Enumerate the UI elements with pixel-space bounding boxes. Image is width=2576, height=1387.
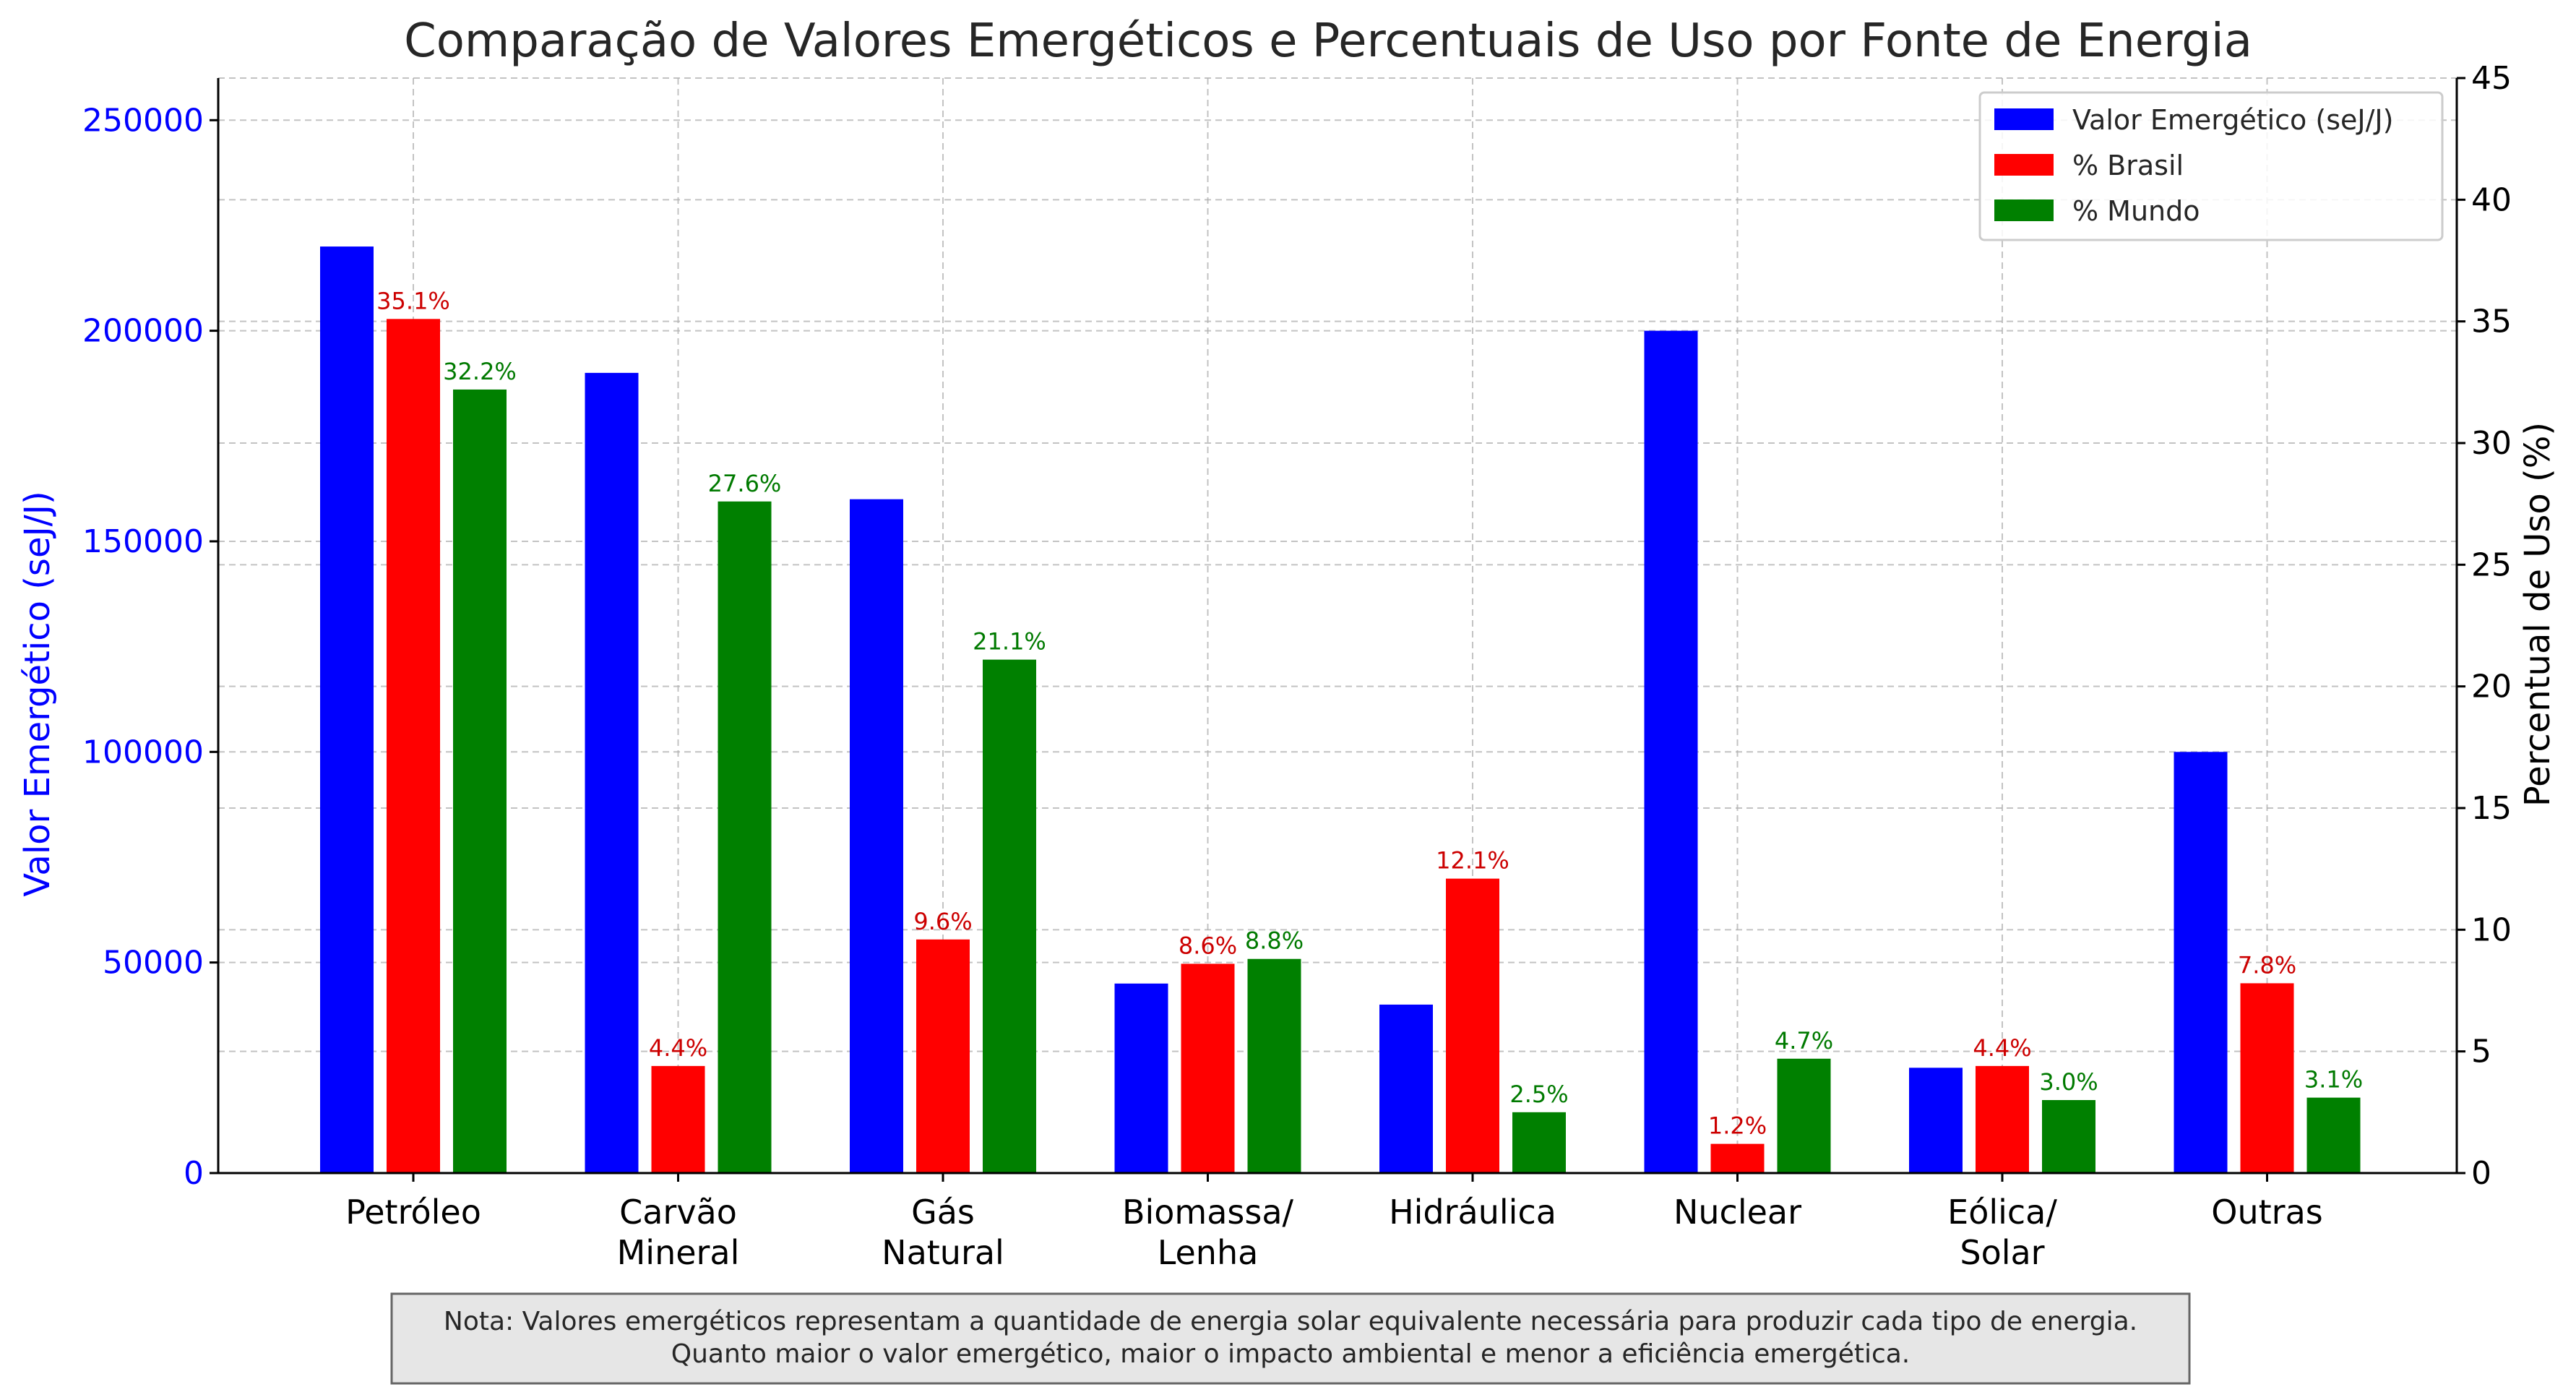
bar [983, 659, 1036, 1173]
y-tick-right-label: 20 [2471, 669, 2512, 705]
bar [320, 246, 374, 1174]
y-tick-right-label: 40 [2471, 181, 2512, 218]
bar [453, 389, 507, 1173]
axes: 0 50000 100000 150000 200000 250000 0 5 10 15 20 25… [82, 60, 2512, 1272]
y-tick-right-label: 5 [2471, 1034, 2491, 1070]
x-tick-label: Eólica/ [1947, 1193, 2057, 1232]
x-tick-label: Lenha [1158, 1233, 1259, 1272]
x-tick-label: Nuclear [1673, 1193, 1801, 1232]
data-label: 12.1% [1436, 847, 1509, 875]
bar [1644, 330, 1698, 1174]
data-label: 27.6% [708, 470, 782, 497]
bar [585, 372, 639, 1173]
y-tick-right-label: 10 [2471, 911, 2512, 948]
legend-label: % Mundo [2072, 195, 2200, 227]
data-label: 21.1% [973, 628, 1046, 656]
y-axis-left-label: Valor Emergético (seJ/J) [17, 491, 58, 896]
bar [2306, 1097, 2361, 1173]
note-box: Nota: Valores emergéticos representam a … [390, 1292, 2191, 1385]
y-tick-left-label: 100000 [82, 734, 204, 770]
bar [718, 501, 772, 1173]
y-axis-right-label: Percentual de Uso (%) [2517, 422, 2558, 807]
note-text: Quanto maior o valor emergético, maior o… [671, 1339, 1911, 1369]
x-tick-label: Biomassa/ [1122, 1193, 1294, 1232]
legend-swatch [1994, 154, 2054, 176]
bar [387, 319, 440, 1173]
data-label: 4.7% [1775, 1027, 1833, 1055]
bar [2042, 1100, 2095, 1173]
legend-box [1978, 91, 2444, 241]
bar [1976, 1065, 2029, 1173]
bar [850, 499, 903, 1173]
data-label: 4.4% [1973, 1034, 2031, 1062]
data-label: 3.1% [2304, 1066, 2363, 1094]
y-tick-right-label: 30 [2471, 425, 2512, 462]
x-tick-label: Mineral [617, 1233, 740, 1272]
data-labels: 35.1% 4.4% 9.6% 8.6% 12.1% 1.2% 4.4% 7.8% 32.2% 2… [376, 287, 2363, 1139]
legend-swatch [1994, 108, 2054, 130]
x-tick-label: Solar [1960, 1233, 2044, 1272]
data-label: 9.6% [913, 908, 972, 935]
y-tick-right-label: 0 [2471, 1155, 2491, 1192]
bar [1181, 963, 1235, 1173]
data-label: 35.1% [376, 287, 450, 314]
x-tick-label: Carvão [619, 1193, 737, 1232]
x-tick-label: Petróleo [345, 1193, 481, 1232]
x-tick-label: Hidráulica [1389, 1193, 1556, 1232]
legend: Valor Emergético (seJ/J) % Brasil % Mundo [1978, 91, 2444, 241]
bar [1710, 1143, 1765, 1173]
legend-swatch [1994, 199, 2054, 221]
bar [1777, 1058, 1831, 1173]
data-label: 1.2% [1708, 1112, 1767, 1140]
bar [1114, 983, 1168, 1173]
bar [1512, 1112, 1566, 1173]
y-tick-left-label: 200000 [82, 313, 204, 350]
x-tick-label: Outras [2211, 1193, 2322, 1232]
data-label: 7.8% [2238, 951, 2296, 979]
x-tick-label: Natural [882, 1233, 1004, 1272]
bar [1247, 958, 1301, 1173]
bar [916, 939, 970, 1173]
data-label: 3.0% [2039, 1068, 2098, 1096]
legend-label: % Brasil [2072, 150, 2184, 181]
y-tick-right-label: 35 [2471, 304, 2512, 340]
data-label: 8.8% [1245, 927, 1304, 955]
y-tick-left-label: 0 [184, 1155, 204, 1192]
data-label: 8.6% [1179, 932, 1237, 959]
bar [2240, 983, 2294, 1173]
bars [320, 246, 2361, 1174]
y-tick-right-label: 15 [2471, 790, 2512, 827]
bar [1446, 878, 1499, 1173]
note-background [390, 1292, 2191, 1385]
y-tick-left-label: 250000 [82, 102, 204, 139]
bar [2174, 752, 2228, 1173]
chart-title: Comparação de Valores Emergéticos e Perc… [404, 14, 2252, 68]
legend-label: Valor Emergético (seJ/J) [2072, 104, 2393, 136]
data-label: 4.4% [649, 1034, 707, 1062]
bar [1909, 1068, 1963, 1173]
bar [651, 1065, 705, 1173]
data-label: 32.2% [443, 358, 517, 385]
y-tick-right-label: 25 [2471, 546, 2512, 583]
y-tick-left-label: 150000 [82, 523, 204, 560]
y-tick-right-label: 45 [2471, 60, 2512, 97]
data-label: 2.5% [1509, 1081, 1568, 1108]
x-tick-label: Gás [911, 1193, 975, 1232]
y-tick-left-label: 50000 [103, 945, 204, 982]
note-text: Nota: Valores emergéticos representam a … [444, 1307, 2137, 1336]
bar [1379, 1004, 1433, 1173]
